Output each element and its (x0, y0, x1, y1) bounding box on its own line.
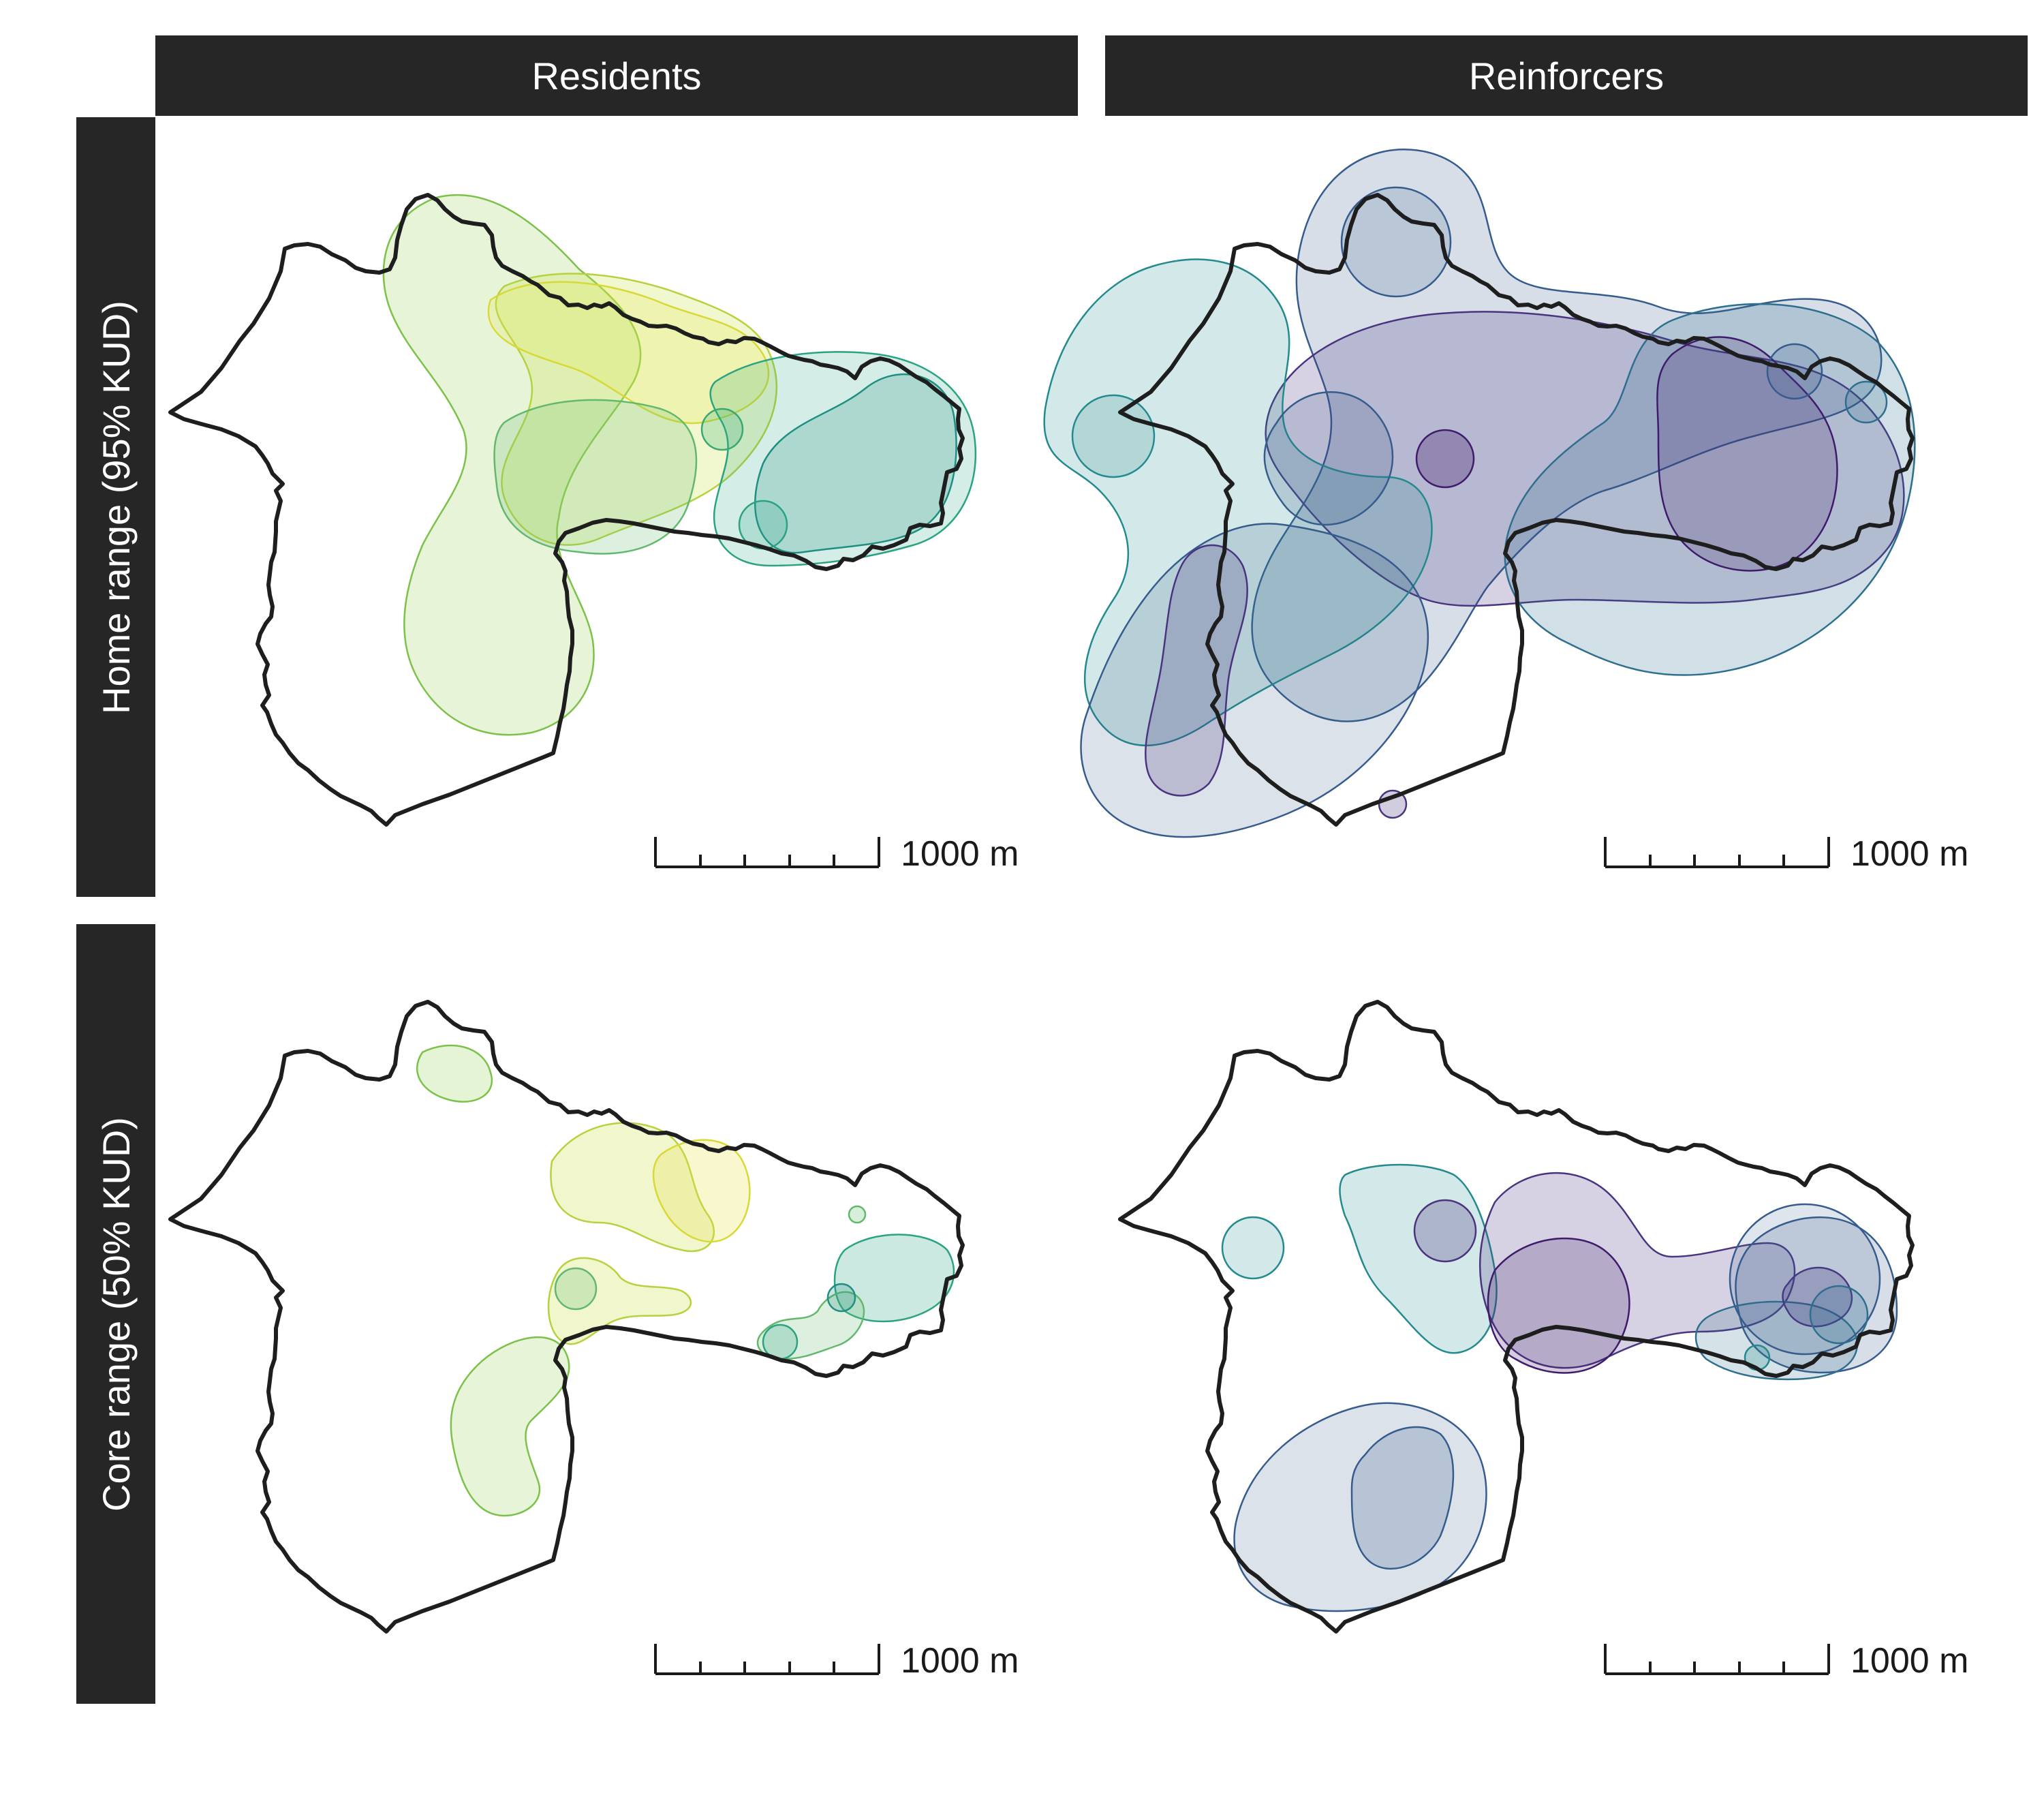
kud-home-reinforcer-14 (1844, 380, 1888, 424)
kud-home-reinforcer-10 (1340, 186, 1452, 298)
kud-core-resident-5 (450, 1336, 570, 1517)
kud-home-resident-5 (709, 351, 977, 567)
kud-home-reinforcer-4 (1043, 258, 1433, 747)
scale-bar-label: 1000 m (1851, 834, 1968, 874)
kud-core-resident-1 (416, 1044, 493, 1103)
panel-reinforcers-home-range (1043, 149, 1916, 838)
scale-bar-residents-core: 1000 m (654, 1641, 1019, 1681)
kud-home-reinforcer-1 (1251, 149, 1883, 722)
kud-home-resident-1 (382, 194, 642, 736)
kud-home-resident-6 (754, 373, 957, 554)
column-header-reinforcers-label: Reinforcers (1468, 54, 1664, 97)
kud-core-resident-11 (826, 1283, 856, 1313)
kud-core-reinforcer-7 (1233, 1402, 1487, 1612)
kud-core-resident-8 (554, 1267, 598, 1311)
row-header-home-range: Home range (95% KUD) (76, 117, 155, 897)
kud-core-resident-3 (652, 1139, 751, 1243)
panel-residents-core-range (170, 1002, 963, 1632)
kud-home-resident-4 (493, 399, 698, 555)
panel-residents-home-range (170, 194, 977, 825)
kud-core-resident-2 (550, 1122, 715, 1253)
kud-core-reinforcer-3 (1487, 1237, 1630, 1374)
kud-home-resident-7 (700, 408, 744, 451)
column-header-residents: Residents (155, 35, 1078, 116)
scale-bar-reinforcers-home: 1000 m (1604, 834, 1968, 874)
kud-home-reinforcer-2 (1265, 311, 1905, 607)
kud-home-reinforcer-8 (1263, 391, 1394, 526)
row-header-core-range: Core range (50% KUD) (76, 924, 155, 1704)
kud-home-reinforcer-11 (1415, 429, 1475, 489)
scale-bar-label: 1000 m (901, 834, 1019, 874)
kud-core-resident-10 (848, 1205, 867, 1224)
kud-core-resident-4 (547, 1257, 692, 1345)
kud-home-reinforcer-9 (1071, 394, 1156, 478)
kud-core-reinforcer-2 (1478, 1172, 1796, 1369)
scale-bar-label: 1000 m (901, 1641, 1019, 1681)
kud-core-reinforcer-8 (1350, 1426, 1455, 1570)
scale-bar-label: 1000 m (1851, 1641, 1968, 1681)
kud-polygons-reinforcers-home (1043, 149, 1916, 838)
kud-core-reinforcer-11 (1729, 1203, 1881, 1356)
column-header-reinforcers: Reinforcers (1105, 35, 2028, 116)
scale-bar-reinforcers-core: 1000 m (1604, 1641, 1968, 1681)
kud-home-resident-3 (487, 281, 770, 425)
kud-core-reinforcer-12 (1809, 1285, 1869, 1345)
kud-core-reinforcer-10 (1221, 1216, 1285, 1280)
column-header-residents-label: Residents (531, 54, 702, 97)
kud-polygons-reinforcers-core (1221, 1163, 1898, 1612)
kud-home-reinforcer-5 (1080, 523, 1429, 838)
kud-home-reinforcer-3 (1504, 303, 1916, 676)
scale-bar-residents-home: 1000 m (654, 834, 1019, 874)
kud-core-reinforcer-1 (1339, 1163, 1498, 1354)
kud-polygons-residents-core (416, 1044, 955, 1517)
kud-core-resident-6 (833, 1234, 955, 1323)
kud-core-reinforcer-9 (1413, 1199, 1477, 1263)
panel-reinforcers-core-range (1120, 1002, 1913, 1632)
kud-polygons-residents-home (382, 194, 977, 736)
